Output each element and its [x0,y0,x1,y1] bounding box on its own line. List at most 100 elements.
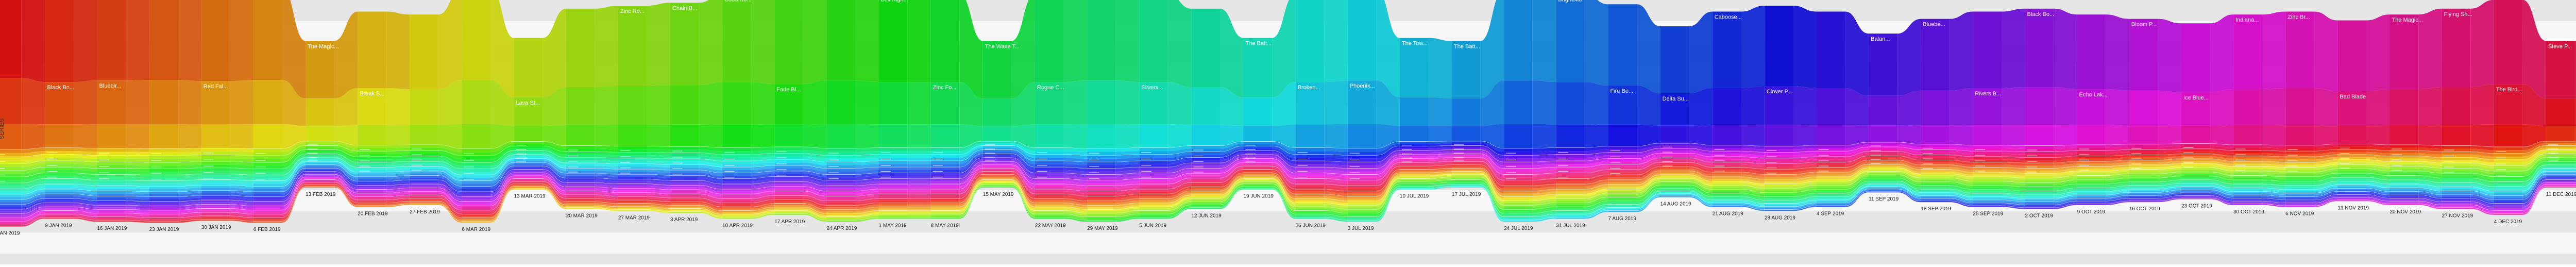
stream-band-connector [907,176,931,178]
band-tick [2548,160,2558,161]
stream-band [566,180,595,182]
band-label: Rogue C... [1037,85,1064,91]
stream-band [1504,203,1533,205]
stream-band [1087,152,1116,156]
stream-band [2337,181,2366,183]
x-tick-label: 11 DEC 2019 [2546,192,2576,197]
stream-band [2494,0,2523,84]
stream-band [2546,174,2575,176]
stream-band [2337,160,2366,162]
stream-band [2390,173,2419,175]
stream-band [1348,169,1377,172]
stream-band [2337,192,2366,193]
band-tick [2496,151,2506,152]
stream-band [201,212,230,214]
stream-band-connector [230,0,253,81]
stream-band [1035,205,1064,207]
stream-band [1973,175,2002,177]
stream-band [462,183,490,186]
stream-band [1452,165,1481,166]
stream-band [1869,96,1897,126]
stream-band [1191,200,1220,202]
stream-band [1660,158,1689,160]
band-tick [1454,144,1464,145]
stream-band [826,207,855,209]
stream-band [2233,190,2262,191]
stream-band-connector [2054,87,2077,125]
stream-band [1191,208,1220,209]
band-tick [2340,153,2349,154]
stream-band [1243,164,1272,166]
stream-band [462,204,490,206]
stream-band [879,207,908,209]
stream-band [1243,151,1272,153]
stream-band [1400,155,1429,157]
stream-band [45,209,74,211]
stream-band [514,162,543,164]
stream-band [983,98,1012,126]
stream-band [462,214,490,216]
stream-band [45,167,74,170]
stream-band [879,203,908,205]
stream-band [97,124,126,148]
stream-band [2233,180,2262,182]
stream-band [879,194,908,196]
stream-band [1921,19,1950,91]
stream-band [514,171,543,173]
band-tick [620,150,630,151]
stream-band [1087,201,1116,203]
stream-band-connector [907,187,931,189]
stream-band [410,188,438,190]
stream-band [2233,176,2262,178]
stream-band [306,158,334,160]
x-tick-label: 25 SEP 2019 [1973,211,2003,217]
stream-band [253,0,282,80]
stream-band [45,173,74,176]
stream-band [931,181,960,184]
stream-band [0,211,22,213]
stream-band [2337,144,2366,146]
stream-band [1713,145,1741,148]
stream-band [201,193,230,195]
stream-column [1660,11,1713,207]
x-tick-label: 20 FEB 2019 [358,211,388,217]
stream-band [1973,206,2002,207]
stream-band [358,172,386,175]
stream-band [253,192,282,194]
stream-band [1504,219,1533,220]
stream-band [514,181,543,182]
stream-band [618,184,647,186]
stream-band [2285,203,2314,205]
stream-band [2285,177,2314,179]
stream-band [1035,203,1064,205]
stream-band [670,178,699,180]
stream-band [253,199,282,202]
stream-band [2442,195,2471,197]
stream-band [1869,185,1897,187]
stream-band [2494,202,2523,204]
stream-band [1660,125,1689,143]
stream-band [462,210,490,212]
stream-band [670,3,699,85]
stream-band [358,175,386,177]
stream-band [722,173,751,176]
y-axis-label: SERIES [0,119,5,139]
stream-band [2546,178,2575,180]
stream-band [1296,151,1325,154]
stream-band [879,211,908,212]
stream-band [2337,187,2366,188]
stream-band [1087,80,1116,124]
stream-band [1191,191,1220,193]
stream-band [514,166,543,168]
stream-band [2390,182,2419,184]
stream-band-connector [1741,6,1765,88]
stream-band [1869,170,1897,171]
stream-band [1400,182,1429,183]
stream-band-connector [2054,9,2077,89]
stream-band [826,191,855,194]
stream-band [1191,163,1220,165]
band-tick [1141,171,1151,172]
band-tick [2027,149,2037,150]
band-tick [2287,149,2297,150]
band-tick [464,166,473,167]
